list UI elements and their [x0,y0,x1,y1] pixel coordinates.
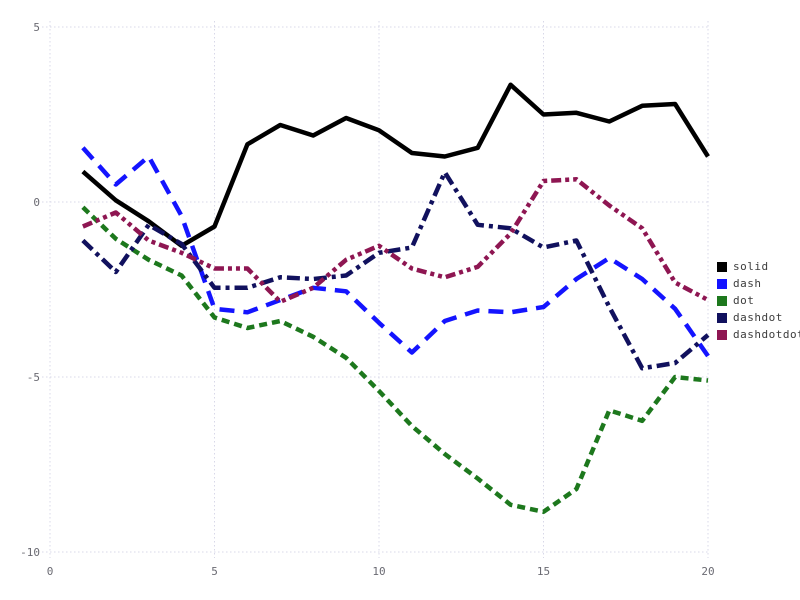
series-line-dash [81,146,710,358]
legend-swatch-dashdotdot [717,329,727,340]
y-tick-label--10: -10 [20,546,40,559]
legend-label-dot: dot [733,294,755,307]
legend-item-dashdot: dashdot [717,309,800,326]
x-tick-label-0: 0 [47,565,54,578]
legend-item-dash: dash [717,275,800,292]
legend-swatch-dashdot [717,312,727,323]
y-tick-label--5: -5 [27,371,40,384]
legend-label-dash: dash [733,277,762,290]
legend-swatch-dot [717,295,727,306]
legend-label-dashdotdot: dashdotdot [733,328,800,341]
x-tick-label-5: 5 [211,565,218,578]
x-tick-label-10: 10 [372,565,385,578]
x-tick-label-20: 20 [701,565,714,578]
legend-label-solid: solid [733,260,769,273]
legend-label-dashdot: dashdot [733,311,783,324]
legend-item-dot: dot [717,292,800,309]
legend-item-dashdotdot: dashdotdot [717,326,800,343]
series-line-dashdotdot [82,177,710,305]
legend-swatch-solid [717,261,727,272]
legend-swatch-dash [717,278,727,289]
series-line-solid [81,82,710,249]
series-line-dashdot [81,170,710,371]
legend: solid dash dot dashdot dashdotdot [717,258,800,343]
legend-item-solid: solid [717,258,800,275]
x-tick-label-15: 15 [537,565,550,578]
y-tick-label-0: 0 [33,196,40,209]
series-line-dot [81,205,709,515]
y-tick-label-5: 5 [33,21,40,34]
